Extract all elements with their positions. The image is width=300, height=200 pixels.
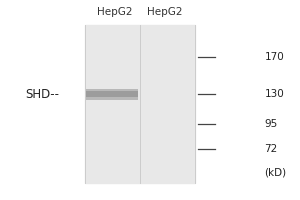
Bar [85,25,195,183]
Text: (kD): (kD) [264,168,286,178]
Text: 130: 130 [264,89,284,99]
Text: SHD--: SHD-- [25,88,59,101]
Text: 95: 95 [264,119,278,129]
Bar [86,89,138,100]
Text: 170: 170 [264,52,284,62]
Text: HepG2: HepG2 [147,7,183,17]
Bar [86,91,138,97]
Text: 72: 72 [264,144,278,154]
Text: HepG2: HepG2 [97,7,132,17]
